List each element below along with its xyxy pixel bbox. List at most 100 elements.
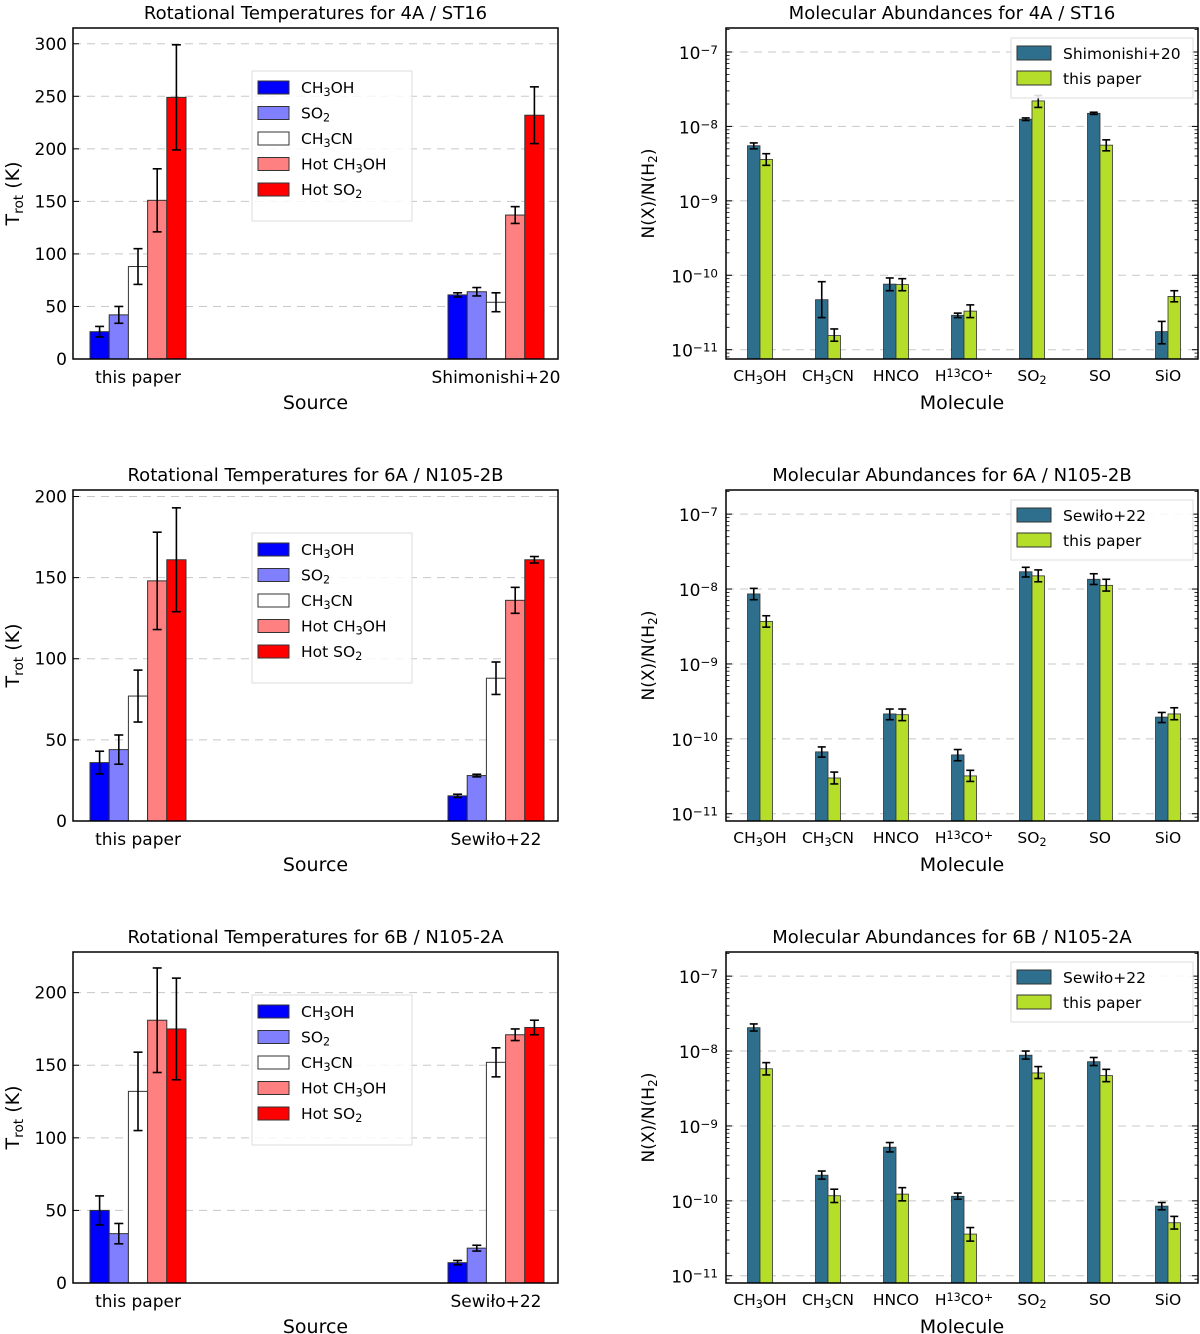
y-tick-label: 10−10 bbox=[671, 1191, 718, 1212]
legend-label: Shimonishi+20 bbox=[1063, 45, 1181, 63]
y-axis-label: N(X)/N(H2) bbox=[639, 1073, 660, 1163]
x-tick-label: CH3OH bbox=[733, 367, 786, 387]
x-tick-label: CH3OH bbox=[733, 829, 786, 849]
bar-reference bbox=[1019, 571, 1033, 822]
x-axis-label: Source bbox=[283, 854, 348, 876]
x-tick-label: HNCO bbox=[873, 1291, 919, 1309]
x-tick-label: SiO bbox=[1155, 829, 1181, 847]
legend-swatch bbox=[257, 157, 290, 171]
bar-this-paper bbox=[1031, 100, 1045, 360]
x-tick-label: SiO bbox=[1155, 1291, 1181, 1309]
legend-label: this paper bbox=[1063, 994, 1142, 1012]
y-tick-label: 10−8 bbox=[679, 1042, 718, 1063]
bar-ch3oh bbox=[447, 795, 468, 822]
legend-swatch bbox=[257, 182, 290, 197]
plot-frame bbox=[72, 951, 559, 1284]
legend-label: SO2 bbox=[301, 105, 330, 125]
bar-this-paper bbox=[759, 620, 773, 822]
bar-reference bbox=[951, 754, 965, 822]
x-tick-label: CH3CN bbox=[802, 829, 854, 849]
y-axis-label: Trot (K) bbox=[2, 624, 27, 689]
bar-this-paper bbox=[1099, 584, 1113, 822]
y-tick-label: 10−9 bbox=[679, 655, 718, 676]
legend-label: CH3CN bbox=[301, 1054, 353, 1074]
bar-reference bbox=[883, 283, 897, 360]
legend-label: Hot SO2 bbox=[301, 643, 362, 663]
chart-title: Rotational Temperatures for 6A / N105-2B bbox=[127, 465, 503, 486]
bar-so2 bbox=[466, 1247, 487, 1284]
x-tick-label: SiO bbox=[1155, 367, 1181, 385]
x-tick-label: CH3CN bbox=[802, 367, 854, 387]
chart-abund-6b: Molecular Abundances for 6B / N105-2A 10−… bbox=[639, 927, 1199, 1334]
chart-title: Rotational Temperatures for 4A / ST16 bbox=[144, 3, 487, 24]
x-tick-label: this paper bbox=[95, 830, 181, 850]
legend-label: CH3OH bbox=[301, 79, 354, 99]
y-tick-label: 150 bbox=[35, 1056, 67, 1076]
bar-reference bbox=[1155, 1205, 1169, 1284]
plot-frame bbox=[725, 951, 1199, 1284]
legend-swatch bbox=[1016, 532, 1052, 548]
x-tick-label: this paper bbox=[95, 368, 181, 388]
legend-swatch bbox=[257, 619, 290, 633]
bar-hot-so2 bbox=[524, 1026, 545, 1284]
chart-abund-6a: Molecular Abundances for 6A / N105-2B 10−… bbox=[639, 465, 1199, 876]
y-axis-label: Trot (K) bbox=[2, 162, 27, 227]
bar-reference bbox=[1019, 1054, 1033, 1284]
y-tick-label: 0 bbox=[56, 1274, 67, 1294]
y-tick-label: 200 bbox=[35, 984, 67, 1004]
legend-swatch bbox=[257, 1106, 290, 1121]
x-tick-label: HNCO bbox=[873, 367, 919, 385]
x-axis-label: Source bbox=[283, 1316, 348, 1334]
legend-label: CH3OH bbox=[301, 1003, 354, 1023]
x-tick-label: this paper bbox=[95, 1292, 181, 1312]
bar-ch3cn bbox=[485, 1061, 507, 1284]
bar-reference bbox=[951, 314, 965, 360]
bar-reference bbox=[1087, 112, 1101, 360]
y-tick-label: 10−8 bbox=[679, 580, 718, 601]
plot-frame bbox=[72, 489, 559, 822]
bar-this-paper bbox=[1167, 296, 1181, 360]
y-tick-label: 10−7 bbox=[679, 967, 718, 988]
bar-ch3oh bbox=[447, 294, 468, 360]
legend-label: Hot SO2 bbox=[301, 181, 362, 201]
bar-reference bbox=[1087, 1061, 1101, 1284]
chart-abund-4a: Molecular Abundances for 4A / ST16 10−11 1… bbox=[639, 3, 1199, 414]
y-tick-label: 50 bbox=[45, 297, 67, 317]
bar-hot-ch3oh bbox=[505, 1034, 526, 1284]
x-axis-label: Molecule bbox=[920, 392, 1004, 414]
y-tick-label: 10−10 bbox=[671, 266, 718, 287]
x-tick-label: SO2 bbox=[1017, 829, 1046, 849]
legend-swatch bbox=[257, 542, 290, 557]
chart-title: Rotational Temperatures for 6B / N105-2A bbox=[127, 927, 504, 948]
y-tick-label: 50 bbox=[45, 731, 67, 751]
legend-label: Sewiło+22 bbox=[1063, 507, 1146, 525]
y-tick-label: 200 bbox=[35, 487, 67, 507]
legend-label: CH3CN bbox=[301, 592, 353, 612]
bar-this-paper bbox=[759, 159, 773, 360]
y-tick-label: 10−8 bbox=[679, 117, 718, 138]
bar-reference bbox=[1155, 716, 1169, 822]
y-tick-label: 10−10 bbox=[671, 729, 718, 750]
y-tick-label: 100 bbox=[35, 1129, 67, 1149]
bar-this-paper bbox=[895, 1193, 909, 1284]
chart-temp-6b: Rotational Temperatures for 6B / N105-2A… bbox=[2, 927, 559, 1334]
y-tick-label: 10−11 bbox=[671, 340, 718, 361]
y-tick-label: 10−7 bbox=[679, 43, 718, 64]
chart-temp-6a: Rotational Temperatures for 6A / N105-2B… bbox=[2, 465, 559, 876]
y-tick-label: 100 bbox=[35, 245, 67, 265]
x-tick-label: Shimonishi+20 bbox=[432, 368, 561, 388]
bar-this-paper bbox=[827, 1195, 841, 1284]
y-tick-label: 300 bbox=[35, 35, 67, 55]
legend-label: this paper bbox=[1063, 532, 1142, 550]
legend-label: Hot SO2 bbox=[301, 1105, 362, 1125]
legend-swatch bbox=[1016, 507, 1052, 523]
y-tick-label: 10−11 bbox=[671, 1266, 718, 1287]
legend-swatch bbox=[257, 1081, 290, 1095]
bar-reference bbox=[1087, 578, 1101, 822]
x-tick-label: H13CO+ bbox=[935, 1291, 993, 1309]
bar-this-paper bbox=[1099, 1075, 1113, 1284]
x-tick-label: CH3OH bbox=[733, 1291, 786, 1311]
y-tick-label: 0 bbox=[56, 350, 67, 370]
legend-swatch bbox=[1016, 994, 1052, 1010]
